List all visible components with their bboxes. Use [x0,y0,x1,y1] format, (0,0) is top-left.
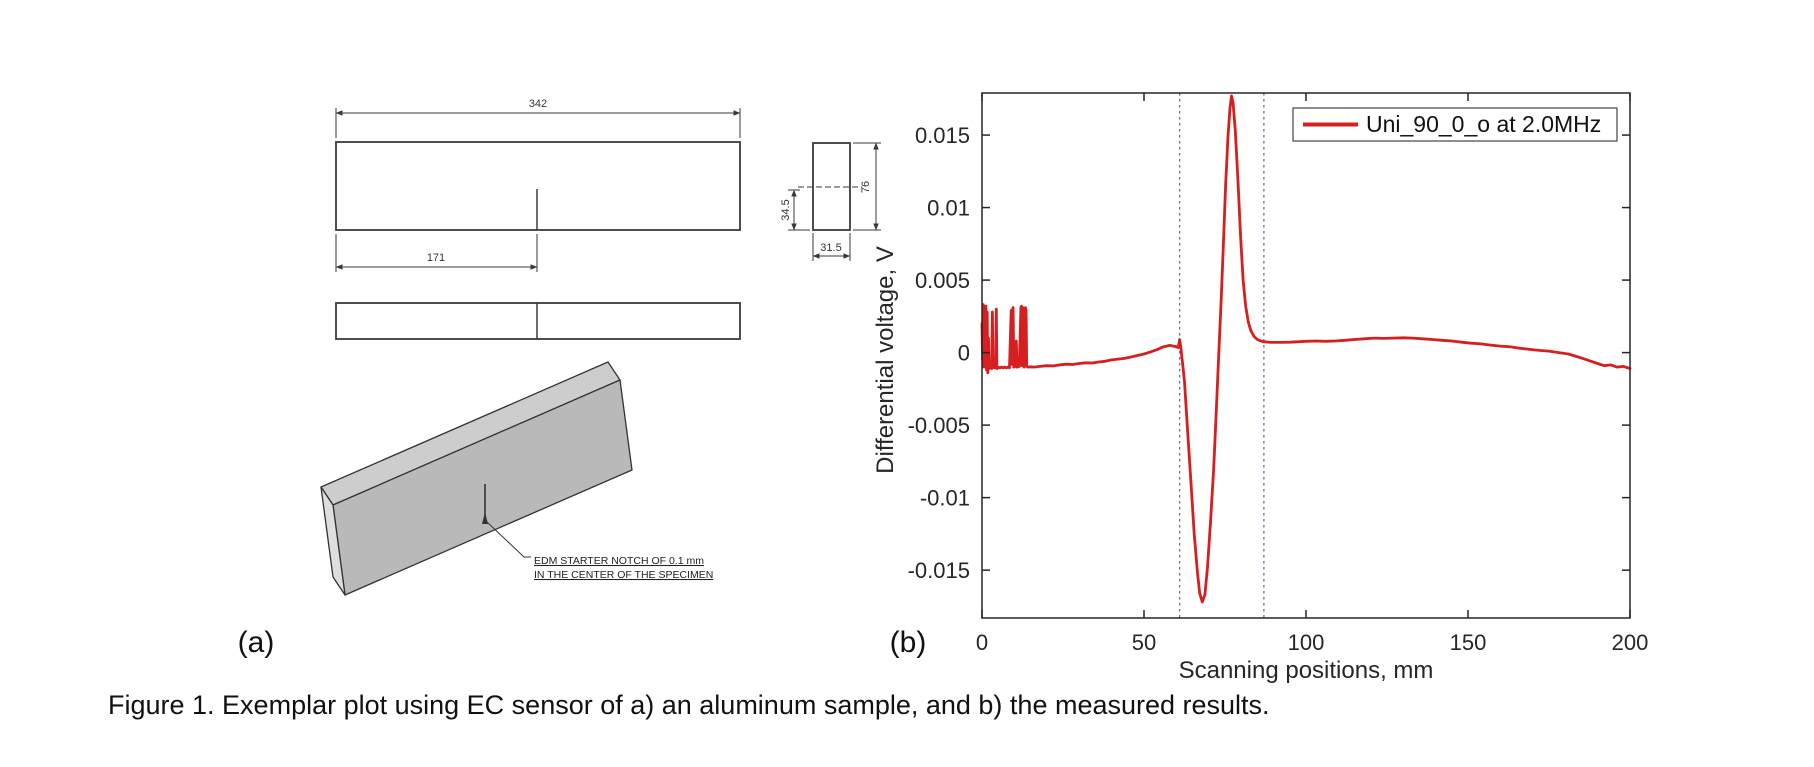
chart: 0 50 100 150 200 0.015 0.01 0.005 0 -0.005 -0.01 -0… [908,92,1649,655]
legend-entry-label: Uni_90_0_o at 2.0MHz [1366,111,1601,137]
dim-height-label: 76 [860,181,872,193]
x-tick-label: 50 [1132,630,1156,655]
y-tick-label: 0 [958,341,970,366]
y-tick-label: 0.005 [915,268,970,293]
specimen-3d-end-face [320,486,346,596]
specimen-drawing [335,108,881,340]
side-view-outline [335,302,741,340]
specimen-3d-notch-tip [482,512,488,524]
y-tick-label: -0.015 [908,558,970,583]
y-tick-label: 0.015 [915,123,970,148]
y-axis-label: Differential voltage, V [872,246,899,474]
front-view-outline [335,141,741,231]
y-tick-label: -0.01 [920,486,970,511]
dim-thickness-label: 31.5 [820,242,841,254]
x-tick-label: 150 [1450,630,1487,655]
notch-annotation-line1: EDM STARTER NOTCH OF 0.1 mm [534,555,704,567]
x-tick-label: 0 [976,630,988,655]
panel-b-label: (b) [890,626,927,659]
x-tick-label: 100 [1288,630,1325,655]
dim-length-label: 342 [529,98,547,110]
y-tick-label: 0.01 [927,196,970,221]
x-tick-label: 200 [1612,630,1649,655]
plot-border [981,92,1631,619]
dim-half-length-label: 171 [427,252,445,264]
series-line [980,94,1632,604]
dim-half-height-label: 34.5 [780,199,792,220]
legend: Uni_90_0_o at 2.0MHz [1292,107,1618,142]
x-axis-label: Scanning positions, mm [1179,657,1434,684]
panel-a-label: (a) [238,626,275,659]
notch-annotation-line2: IN THE CENTER OF THE SPECIMEN [534,569,713,581]
specimen-3d [320,361,633,596]
figure-caption: Figure 1. Exemplar plot using EC sensor … [108,690,1270,720]
y-tick-label: -0.005 [908,413,970,438]
notch-leader-line [486,521,531,558]
